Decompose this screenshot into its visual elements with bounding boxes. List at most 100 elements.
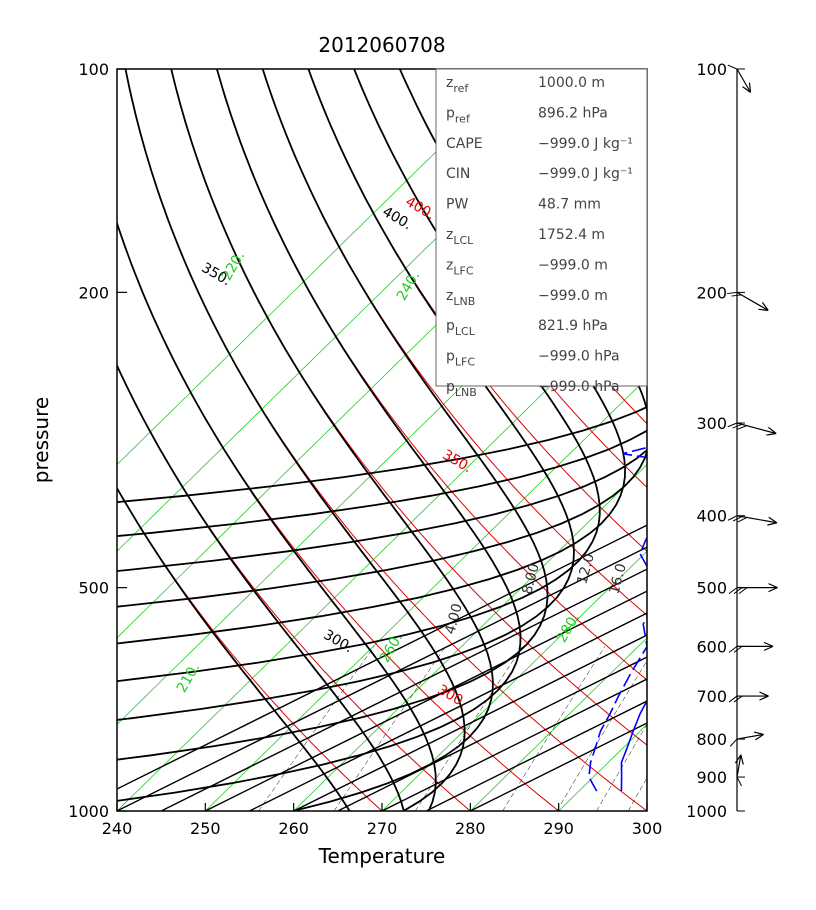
saturation-line: [381, 678, 647, 811]
info-row-value: −999.0 m: [538, 257, 608, 273]
isotherm-line: [293, 464, 647, 811]
isotherm-label: 210.: [174, 661, 203, 696]
info-row-label: pLNB: [446, 379, 477, 399]
wind-barb: [728, 691, 769, 703]
temperature-profile: [620, 698, 647, 792]
chart-title: 2012060708: [318, 33, 445, 57]
y-tick-label: 1000: [68, 802, 109, 821]
sounding-info-box: zref 1000.0 m pref 896.2 hPa CAPE −999.0 J kg…: [435, 68, 648, 399]
x-tick-label: 280: [455, 819, 486, 838]
isotherm-line: [117, 69, 521, 466]
mixing-ratio-line: [258, 646, 375, 811]
isotherm-label: 280.: [554, 611, 583, 646]
wind-barb: [728, 641, 774, 653]
x-tick-label: 250: [190, 819, 221, 838]
mixing-ratio-line: [627, 777, 647, 811]
dewpoint-profile: [588, 329, 647, 792]
saturation-line: [117, 546, 647, 811]
wind-barb: [729, 731, 764, 747]
mixing-ratio-line: [414, 646, 523, 811]
mixing-ratio-label: 12.0: [574, 552, 598, 586]
saturation-line: [337, 656, 647, 811]
info-row-value: 1752.4 m: [538, 227, 605, 243]
wind-barb-panel: 100 200 300 400 500 600 700 800 900 1000: [686, 60, 778, 821]
wind-axis-label: 300: [696, 414, 727, 433]
y-tick-label: 500: [78, 579, 109, 598]
info-row-label: pref: [446, 105, 471, 125]
info-row-label: PW: [446, 197, 468, 213]
wind-barb: [734, 754, 744, 787]
wind-axis-label: 100: [696, 60, 727, 79]
saturation-line: [204, 590, 647, 811]
info-row-label: pLFC: [446, 349, 475, 369]
x-axis: 240 250 260 270 280 290 300: [102, 803, 663, 838]
y-tick-label: 200: [78, 283, 109, 302]
wind-axis-label: 500: [696, 579, 727, 598]
x-tick-label: 270: [367, 819, 398, 838]
mixing-ratio-line: [556, 660, 647, 811]
saturation-line: [293, 634, 647, 811]
info-row-value: 896.2 hPa: [538, 105, 608, 121]
info-row-value: 821.9 hPa: [538, 318, 608, 334]
saturation-line: [469, 722, 647, 811]
info-box-frame: [435, 68, 648, 387]
mixing-ratio-line: [596, 723, 647, 811]
moist-adiabat-line: [117, 220, 437, 811]
mixing-ratio-label: 16.0: [606, 562, 630, 596]
wind-axis-label: 400: [696, 507, 727, 526]
wind-barb: [727, 422, 777, 436]
plot-area: [117, 69, 647, 811]
info-row-label: CIN: [446, 166, 470, 182]
x-tick-label: 290: [543, 819, 574, 838]
wind-axis-label: 900: [696, 768, 727, 787]
x-axis-label: Temperature: [318, 844, 446, 868]
moist-adiabat-line: [117, 486, 351, 811]
mixing-ratio-label: 4.00: [442, 602, 466, 636]
info-row-value: 1000.0 m: [538, 75, 605, 91]
dry-adiabat-label: 350.: [440, 447, 475, 476]
info-row-value: −999.0 hPa: [538, 349, 620, 365]
wind-axis-label: 1000: [686, 802, 727, 821]
isotherm-label: 240.: [394, 269, 423, 304]
wind-axis-label: 600: [696, 637, 727, 656]
isotherm-line: [117, 290, 647, 811]
y-axis-label: pressure: [29, 397, 53, 483]
saturation-line: [160, 568, 647, 811]
sounding-profiles: [588, 329, 647, 792]
info-row-value: −999.0 J kg⁻¹: [538, 166, 633, 182]
info-row-value: 48.7 mm: [538, 197, 601, 213]
wind-barb: [727, 291, 769, 311]
y-axis: 100 200 500 1000: [68, 60, 127, 821]
wind-barb: [727, 64, 752, 93]
moist-adiabat-line: [117, 69, 549, 761]
saturation-line: [249, 612, 647, 811]
x-tick-label: 260: [278, 819, 309, 838]
dry-adiabat-label: 300.: [435, 682, 470, 711]
info-row-label: zref: [446, 75, 469, 95]
x-tick-label: 300: [632, 819, 663, 838]
info-row-value: −999.0 m: [538, 288, 608, 304]
wind-barb: [727, 515, 778, 526]
wind-axis-label: 700: [696, 687, 727, 706]
info-row-label: zLNB: [446, 288, 475, 308]
info-row-label: zLFC: [446, 257, 474, 277]
info-row-label: zLCL: [446, 227, 474, 247]
mixing-ratio-label: 8.00: [519, 562, 543, 596]
isotherm-line: [470, 637, 647, 811]
wind-axis-label: 200: [696, 283, 727, 302]
info-row-value: −999.0 hPa: [538, 379, 620, 395]
wind-axis-label: 800: [696, 730, 727, 749]
isotherm-line: [381, 550, 647, 811]
moist-adiabat-line: [117, 69, 575, 721]
mixing-ratio-line: [333, 646, 446, 811]
saturation-line: [425, 700, 647, 811]
saturation-line: [117, 524, 647, 790]
info-row-value: −999.0 J kg⁻¹: [538, 136, 633, 152]
info-row-label: pLCL: [446, 318, 476, 338]
moist-adiabat-line: [170, 69, 494, 811]
wind-barb: [728, 583, 778, 595]
x-tick-label: 240: [102, 819, 133, 838]
moist-adiabat-line: [117, 69, 601, 683]
moist-adiabat-line: [117, 69, 522, 802]
